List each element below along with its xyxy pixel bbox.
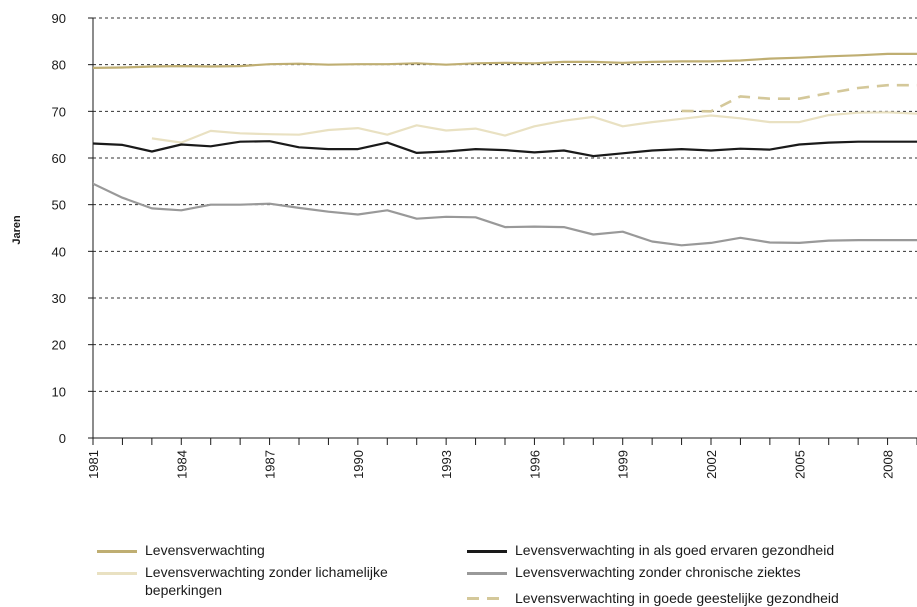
- y-tick-label: 50: [52, 198, 66, 213]
- y-tick-label: 0: [59, 431, 66, 446]
- series-lines: [93, 52, 917, 247]
- x-tick-label: 1993: [439, 450, 454, 479]
- x-tick-label: 1996: [527, 450, 542, 479]
- chart: 0 10 20 30 40 50 60 70 80 90 1981 1984 1987 1990 1993…: [11, 11, 917, 479]
- x-tick-label: 2002: [704, 450, 719, 479]
- axes: [88, 17, 917, 445]
- x-tick-labels: 1981 1984 1987 1990 1993 1996 1999 2002 2005 2008: [86, 450, 896, 479]
- series-line-4: [681, 83, 917, 113]
- y-tick-label: 10: [52, 384, 66, 399]
- y-tick-label: 80: [52, 58, 66, 73]
- x-tick-label: 2008: [881, 450, 896, 479]
- x-tick-label: 1981: [86, 450, 101, 479]
- x-tick-label: 1990: [351, 450, 366, 479]
- x-tick-label: 1987: [263, 450, 278, 479]
- y-tick-labels: 0 10 20 30 40 50 60 70 80 90: [52, 11, 66, 446]
- grid-lines: [93, 17, 917, 392]
- series-line-2: [93, 140, 917, 158]
- y-tick-label: 60: [52, 151, 66, 166]
- x-tick-label: 2005: [792, 450, 807, 479]
- y-tick-label: 90: [52, 11, 66, 26]
- x-tick-label: 1984: [174, 450, 189, 479]
- y-tick-label: 30: [52, 291, 66, 306]
- legend-swatch: [467, 597, 507, 600]
- y-tick-label: 70: [52, 104, 66, 119]
- x-tick-label: 1999: [616, 450, 631, 479]
- y-tick-label: 40: [52, 244, 66, 259]
- series-line-0: [93, 52, 917, 70]
- y-axis-label: Jaren: [11, 215, 23, 245]
- y-tick-label: 20: [52, 338, 66, 353]
- series-line-1: [151, 111, 917, 144]
- series-line-3: [93, 182, 917, 247]
